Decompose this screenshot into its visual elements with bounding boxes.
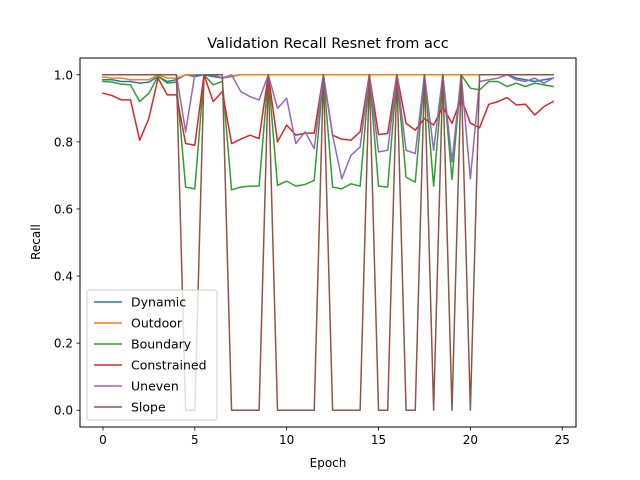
- legend: Dynamic Outdoor Boundary Constrained Uneven S…: [86, 289, 218, 421]
- x-tick-label: 25: [555, 433, 570, 447]
- chart-title: Validation Recall Resnet from acc: [207, 36, 449, 52]
- legend-label-slope: Slope: [131, 400, 166, 415]
- y-axis-label: Recall: [29, 224, 43, 260]
- legend-label-uneven: Uneven: [131, 379, 179, 394]
- legend-label-constrained: Constrained: [131, 358, 207, 373]
- y-tick-label: 0.8: [54, 135, 73, 149]
- y-tick-label: 0.2: [54, 337, 73, 351]
- series-line-outdoor: [102, 74, 554, 81]
- legend-label-dynamic: Dynamic: [131, 295, 186, 310]
- x-axis-label: Epoch: [310, 456, 347, 470]
- x-tick-label: 10: [279, 433, 294, 447]
- x-tick-label: 15: [371, 433, 386, 447]
- y-tick-label: 0.0: [54, 404, 73, 418]
- y-tick-label: 0.6: [54, 202, 73, 216]
- y-tick-label: 0.4: [54, 270, 73, 284]
- plot-lines: [102, 74, 555, 411]
- y-axis: 0.0 0.2 0.4 0.6 0.8 1.0: [54, 68, 80, 418]
- x-tick-label: 0: [99, 433, 107, 447]
- x-axis: 0 5 10 15 20 25: [99, 427, 570, 447]
- legend-label-outdoor: Outdoor: [131, 316, 183, 331]
- series-line-slope: [102, 74, 554, 411]
- y-tick-label: 1.0: [54, 68, 73, 82]
- x-tick-label: 20: [463, 433, 478, 447]
- series-line-uneven: [102, 74, 555, 180]
- plot-frame: [79, 57, 577, 428]
- legend-label-boundary: Boundary: [131, 337, 192, 352]
- x-tick-label: 5: [191, 433, 199, 447]
